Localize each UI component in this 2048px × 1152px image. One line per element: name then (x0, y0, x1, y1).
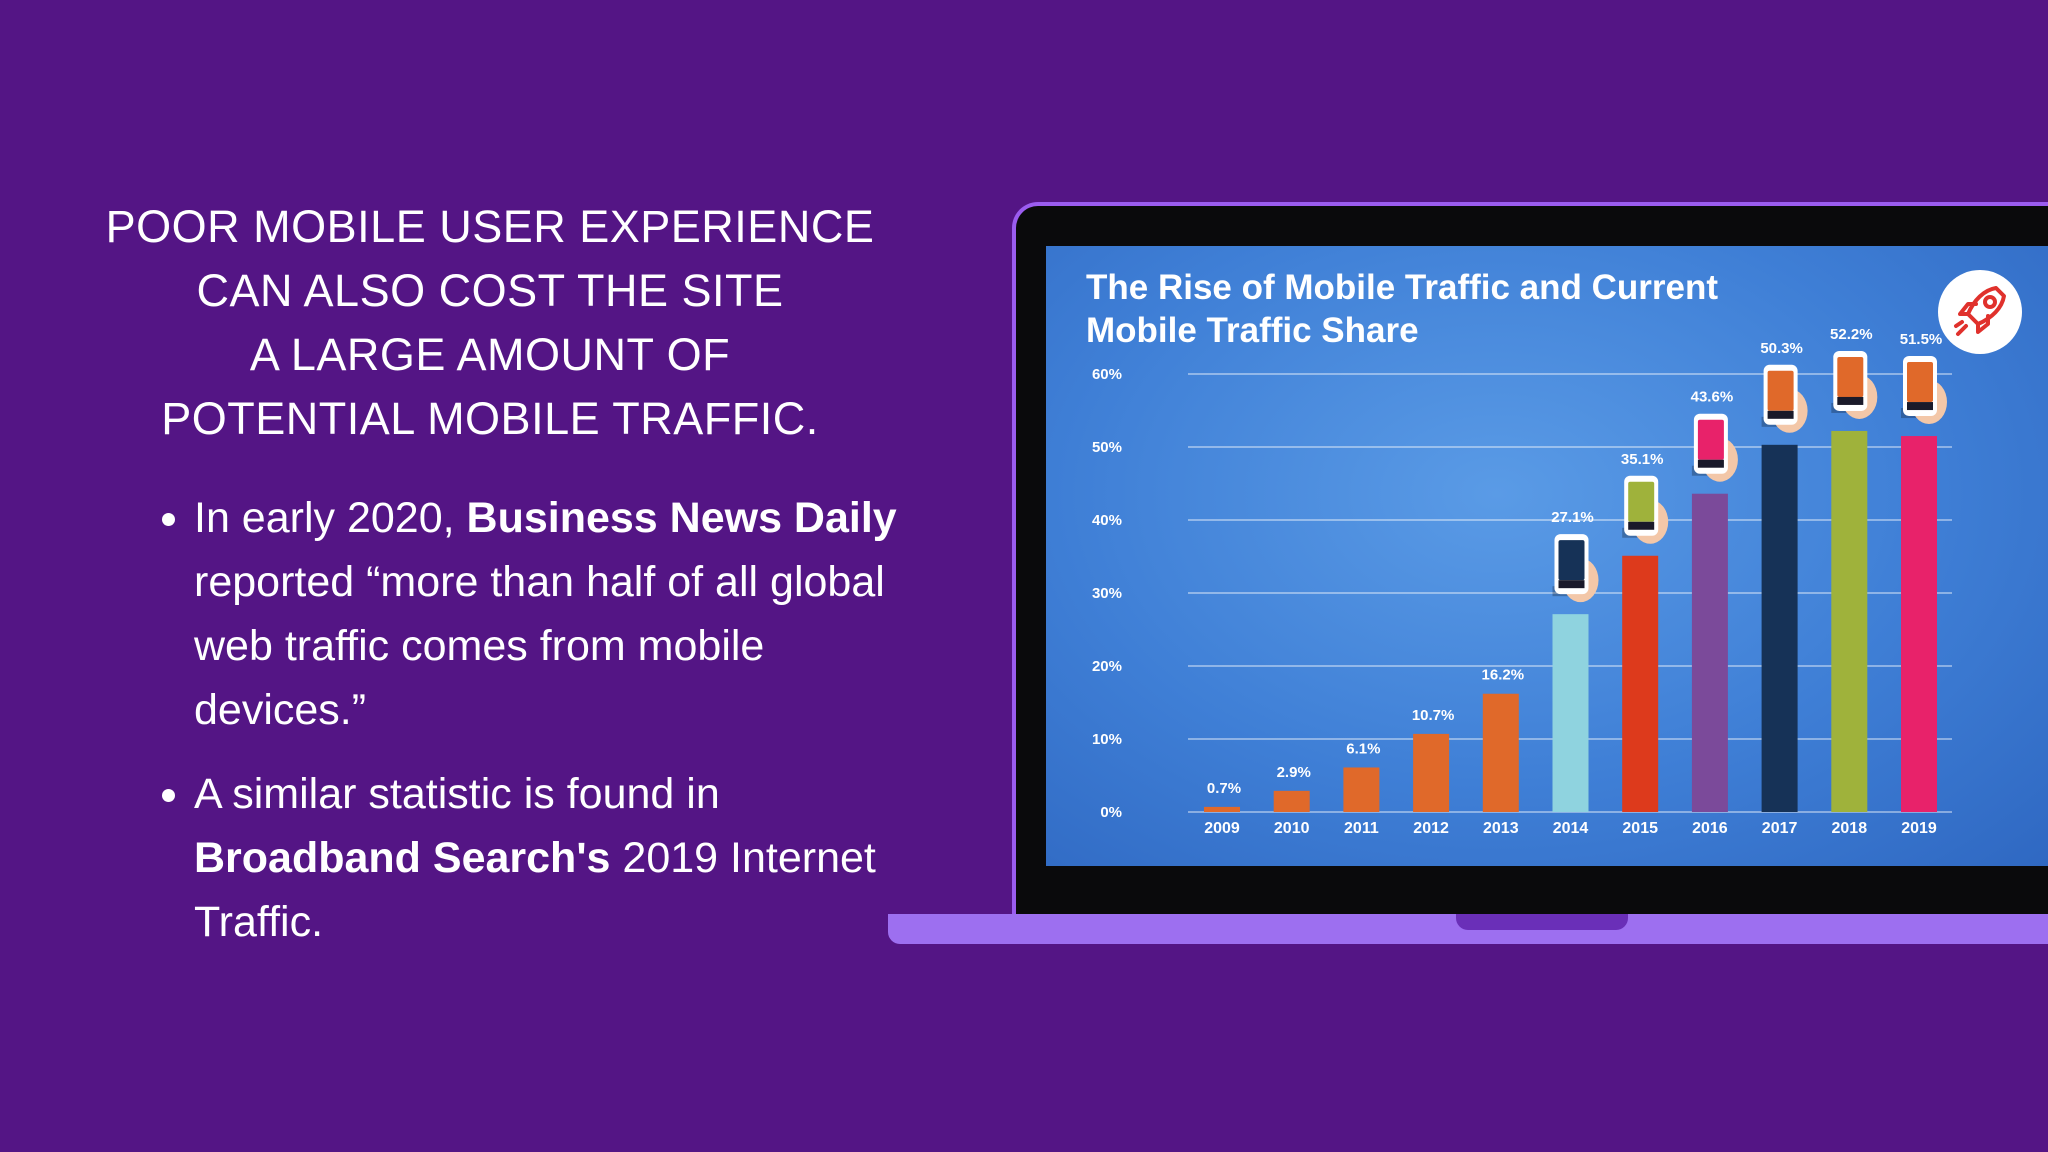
phone-screen (1697, 419, 1724, 460)
heading-line: POTENTIAL MOBILE TRAFFIC. (161, 393, 819, 444)
data-label: 2.9% (1277, 764, 1311, 781)
x-tick-label: 2011 (1344, 820, 1379, 837)
x-tick-label: 2014 (1553, 820, 1589, 837)
bullet-text: In early 2020, (194, 494, 467, 542)
bar (1831, 430, 1868, 812)
phone-bezel (1767, 410, 1794, 419)
bar (1691, 493, 1728, 812)
x-tick-label: 2019 (1901, 820, 1937, 837)
bar (1901, 436, 1937, 812)
data-label: 0.7% (1207, 780, 1241, 797)
data-label: 51.5% (1900, 331, 1943, 348)
phone-bezel (1697, 459, 1724, 468)
source-name: Broadband Search's (194, 834, 611, 882)
phone-bezel (1558, 580, 1585, 589)
heading-line: A LARGE AMOUNT OF (249, 329, 731, 380)
data-label: 50.3% (1760, 340, 1803, 357)
y-tick-label: 60% (1092, 366, 1122, 383)
x-tick-label: 2015 (1622, 820, 1658, 837)
phone-screen (1767, 370, 1794, 411)
chart-title-line: The Rise of Mobile Traffic and Current (1086, 268, 1719, 307)
phone-bezel (1837, 396, 1864, 405)
data-label: 6.1% (1346, 740, 1380, 757)
heading-line: POOR MOBILE USER EXPERIENCE (105, 201, 875, 252)
data-label: 16.2% (1482, 667, 1525, 684)
y-tick-label: 10% (1092, 731, 1122, 748)
data-label: 43.6% (1691, 389, 1734, 406)
data-label: 10.7% (1412, 707, 1455, 724)
bar-chart: 0% 10% 20% 30% 40% 50% 60% 0.7% 2009 2.9% 2010 6.1%… (1092, 326, 1952, 837)
y-tick-label: 0% (1100, 804, 1122, 821)
chart-panel: The Rise of Mobile Traffic and Current M… (1046, 246, 2048, 866)
phone-screen (1558, 540, 1585, 581)
slide-heading: POOR MOBILE USER EXPERIENCE CAN ALSO COS… (90, 195, 890, 451)
rocket-icon (1938, 270, 2022, 354)
x-tick-label: 2010 (1274, 820, 1310, 837)
rocket-glyph (1954, 286, 2006, 336)
heading-line: CAN ALSO COST THE SITE (196, 265, 784, 316)
bar (1343, 767, 1380, 812)
x-tick-label: 2016 (1692, 820, 1728, 837)
phone-bezel (1907, 402, 1933, 411)
bar (1204, 806, 1240, 812)
bullet-text: 2019 Internet Traffic. (194, 834, 876, 946)
y-tick-label: 40% (1092, 512, 1122, 529)
phone-screen (1907, 362, 1933, 403)
x-tick-label: 2012 (1413, 820, 1449, 837)
x-tick-label: 2013 (1483, 820, 1519, 837)
x-tick-label: 2018 (1832, 820, 1868, 837)
bullet-text: reported “more than half of all global w… (194, 558, 885, 734)
bar (1552, 614, 1589, 812)
x-tick-label: 2009 (1204, 820, 1240, 837)
chart-title-line: Mobile Traffic Share (1086, 311, 1419, 350)
bullet-text: A similar statistic is found in (194, 770, 720, 818)
phone-screen (1628, 481, 1655, 522)
y-tick-label: 20% (1092, 658, 1122, 675)
chart-title: The Rise of Mobile Traffic and Current M… (1086, 266, 1846, 352)
bullet-item: A similar statistic is found in Broadban… (194, 762, 934, 954)
bar (1622, 555, 1659, 812)
data-label: 27.1% (1551, 509, 1594, 526)
bullet-list: In early 2020, Business News Daily repor… (150, 486, 934, 974)
phone-screen (1837, 356, 1864, 397)
bar (1761, 444, 1798, 812)
data-label: 52.2% (1830, 326, 1873, 343)
x-tick-label: 2017 (1762, 820, 1798, 837)
laptop-notch (1456, 914, 1628, 930)
source-name: Business News Daily (466, 494, 897, 542)
phone-bezel (1628, 521, 1655, 530)
y-tick-label: 50% (1092, 439, 1122, 456)
bar (1413, 733, 1450, 812)
bar (1273, 790, 1310, 812)
bullet-item: In early 2020, Business News Daily repor… (194, 486, 934, 742)
y-tick-label: 30% (1092, 585, 1122, 602)
bar (1482, 693, 1519, 812)
data-label: 35.1% (1621, 451, 1664, 468)
